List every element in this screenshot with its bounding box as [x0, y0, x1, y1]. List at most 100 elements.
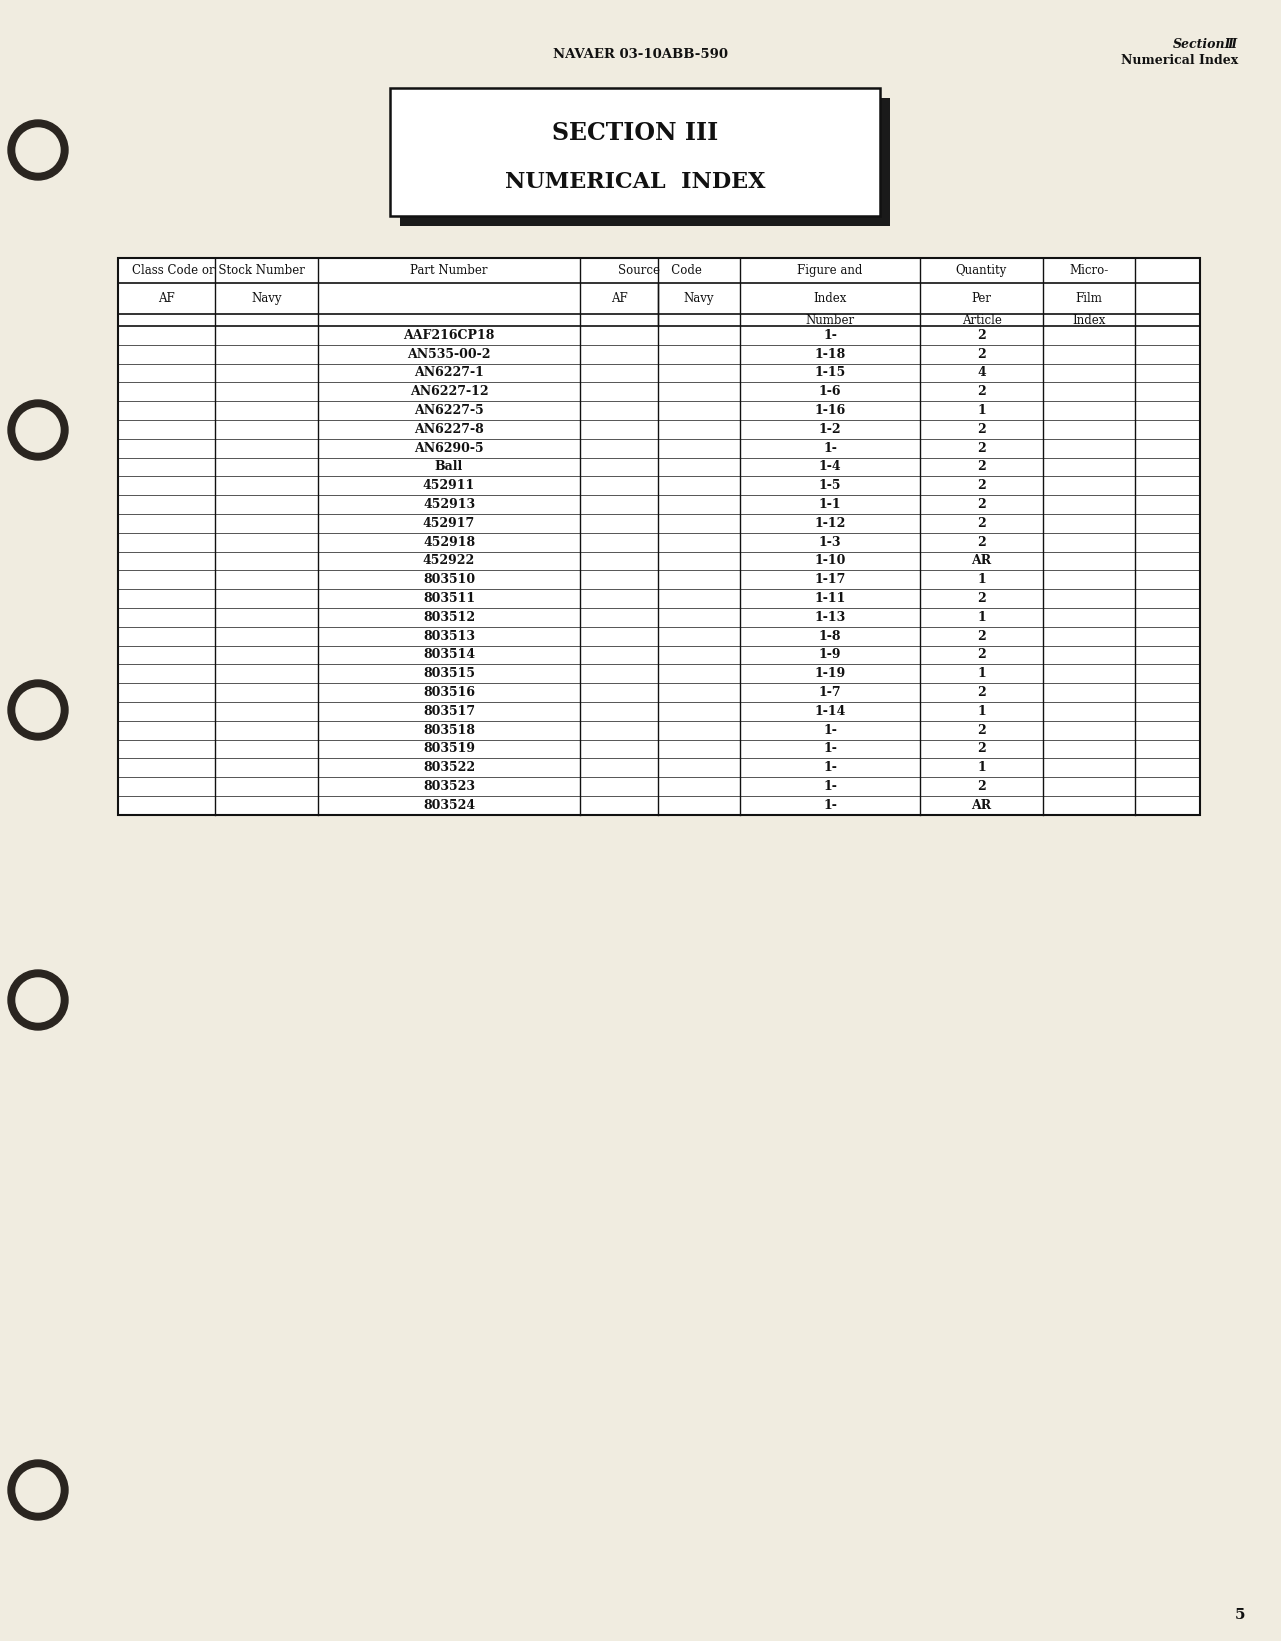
Text: SectionⅢ: SectionⅢ	[1173, 38, 1237, 51]
Text: 4: 4	[977, 366, 986, 379]
Bar	[118, 258, 1200, 816]
Text: Navy: Navy	[251, 292, 282, 305]
Text: 803513: 803513	[423, 630, 475, 643]
Text: 2: 2	[977, 686, 986, 699]
Text: 1-10: 1-10	[815, 555, 845, 568]
Text: 5: 5	[1235, 1608, 1245, 1621]
Text: 1-: 1-	[824, 441, 836, 455]
Circle shape	[8, 679, 68, 740]
Text: 1-5: 1-5	[819, 479, 842, 492]
Text: NAVAER 03-10ABB-590: NAVAER 03-10ABB-590	[553, 49, 728, 61]
Text: 1-8: 1-8	[819, 630, 842, 643]
Text: Film: Film	[1076, 292, 1103, 305]
Text: AN6290-5: AN6290-5	[414, 441, 484, 455]
Text: AR: AR	[971, 555, 991, 568]
Text: 2: 2	[977, 648, 986, 661]
Text: 2: 2	[977, 386, 986, 399]
Text: 1-: 1-	[824, 761, 836, 775]
Circle shape	[8, 970, 68, 1031]
Text: 2: 2	[977, 517, 986, 530]
Text: AF: AF	[611, 292, 628, 305]
Text: Class Code or Stock Number: Class Code or Stock Number	[132, 264, 305, 277]
Text: 803519: 803519	[423, 742, 475, 755]
Text: 803523: 803523	[423, 779, 475, 793]
Text: 1-12: 1-12	[815, 517, 845, 530]
Text: 2: 2	[977, 779, 986, 793]
Text: NUMERICAL  INDEX: NUMERICAL INDEX	[505, 171, 765, 194]
Text: 1-15: 1-15	[815, 366, 845, 379]
Text: Navy: Navy	[684, 292, 715, 305]
Text: Number: Number	[806, 313, 854, 327]
Text: Index: Index	[813, 292, 847, 305]
Text: 803510: 803510	[423, 573, 475, 586]
Text: AN6227-12: AN6227-12	[410, 386, 488, 399]
Text: 1: 1	[977, 404, 986, 417]
Text: 1-2: 1-2	[819, 423, 842, 437]
Text: 1-: 1-	[824, 742, 836, 755]
Text: 2: 2	[977, 535, 986, 548]
Text: 2: 2	[977, 724, 986, 737]
Text: Per: Per	[971, 292, 991, 305]
Text: 803515: 803515	[423, 668, 475, 681]
Text: 1-14: 1-14	[815, 706, 845, 717]
Text: AAF216CP18: AAF216CP18	[404, 328, 494, 341]
Text: 1: 1	[977, 573, 986, 586]
Text: 803518: 803518	[423, 724, 475, 737]
Circle shape	[15, 128, 60, 172]
Circle shape	[8, 1460, 68, 1520]
Text: AN6227-5: AN6227-5	[414, 404, 484, 417]
Text: 2: 2	[977, 499, 986, 510]
Bar	[389, 89, 880, 217]
Text: Source   Code: Source Code	[617, 264, 702, 277]
Text: 1: 1	[977, 761, 986, 775]
Text: 1-: 1-	[824, 724, 836, 737]
Text: AN6227-8: AN6227-8	[414, 423, 484, 437]
Text: Article: Article	[962, 313, 1002, 327]
Text: 803517: 803517	[423, 706, 475, 717]
Text: Ball: Ball	[434, 461, 464, 474]
Text: Figure and: Figure and	[797, 264, 862, 277]
Text: 803514: 803514	[423, 648, 475, 661]
Text: AR: AR	[971, 799, 991, 812]
Text: 2: 2	[977, 348, 986, 361]
Text: 1-17: 1-17	[815, 573, 845, 586]
Circle shape	[15, 978, 60, 1022]
Bar	[118, 258, 1200, 816]
Bar	[400, 98, 890, 226]
Text: 2: 2	[977, 742, 986, 755]
Text: 2: 2	[977, 423, 986, 437]
Text: 2: 2	[977, 479, 986, 492]
Text: 1-9: 1-9	[819, 648, 842, 661]
Text: 452913: 452913	[423, 499, 475, 510]
Circle shape	[8, 120, 68, 181]
Text: 452917: 452917	[423, 517, 475, 530]
Text: 1-6: 1-6	[819, 386, 842, 399]
Text: 1-3: 1-3	[819, 535, 842, 548]
Text: 1: 1	[977, 706, 986, 717]
Text: 2: 2	[977, 461, 986, 474]
Text: 1-1: 1-1	[819, 499, 842, 510]
Text: 803522: 803522	[423, 761, 475, 775]
Text: 1-16: 1-16	[815, 404, 845, 417]
Text: 1-19: 1-19	[815, 668, 845, 681]
Text: AN6227-1: AN6227-1	[414, 366, 484, 379]
Circle shape	[15, 688, 60, 732]
Text: 1: 1	[977, 610, 986, 624]
Text: 2: 2	[977, 328, 986, 341]
Text: Numerical Index: Numerical Index	[1121, 54, 1237, 67]
Text: 2: 2	[977, 630, 986, 643]
Text: 803512: 803512	[423, 610, 475, 624]
Text: 1-4: 1-4	[819, 461, 842, 474]
Text: Index: Index	[1072, 313, 1106, 327]
Text: 1: 1	[977, 668, 986, 681]
Text: 1-: 1-	[824, 328, 836, 341]
Text: 1-13: 1-13	[815, 610, 845, 624]
Circle shape	[8, 400, 68, 459]
Text: 803524: 803524	[423, 799, 475, 812]
Text: 2: 2	[977, 592, 986, 606]
Text: 452911: 452911	[423, 479, 475, 492]
Text: Micro-: Micro-	[1070, 264, 1108, 277]
Text: 1-7: 1-7	[819, 686, 842, 699]
Text: 452918: 452918	[423, 535, 475, 548]
Text: SECTION III: SECTION III	[552, 121, 719, 144]
